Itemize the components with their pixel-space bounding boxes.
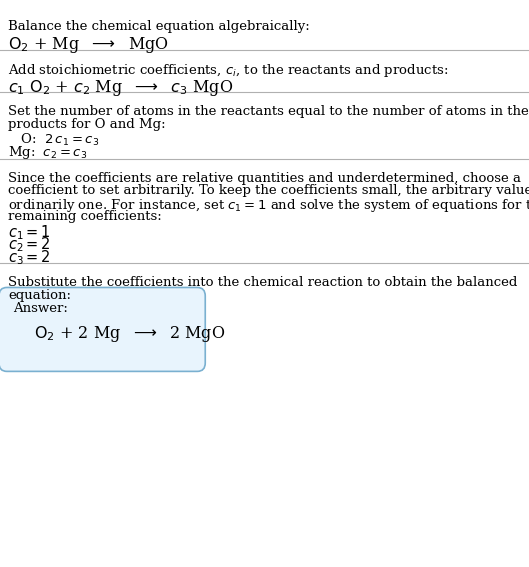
Text: O:  $2\,c_1 = c_3$: O: $2\,c_1 = c_3$ — [8, 132, 99, 147]
Text: Mg:  $c_2 = c_3$: Mg: $c_2 = c_3$ — [8, 144, 87, 161]
Text: $c_3 = 2$: $c_3 = 2$ — [8, 248, 51, 267]
FancyBboxPatch shape — [0, 287, 205, 371]
Text: Balance the chemical equation algebraically:: Balance the chemical equation algebraica… — [8, 20, 309, 33]
Text: Substitute the coefficients into the chemical reaction to obtain the balanced: Substitute the coefficients into the che… — [8, 276, 517, 289]
Text: $c_2 = 2$: $c_2 = 2$ — [8, 235, 51, 254]
Text: equation:: equation: — [8, 289, 71, 302]
Text: Since the coefficients are relative quantities and underdetermined, choose a: Since the coefficients are relative quan… — [8, 172, 521, 185]
Text: products for O and Mg:: products for O and Mg: — [8, 118, 166, 131]
Text: Add stoichiometric coefficients, $c_i$, to the reactants and products:: Add stoichiometric coefficients, $c_i$, … — [8, 62, 448, 79]
Text: Set the number of atoms in the reactants equal to the number of atoms in the: Set the number of atoms in the reactants… — [8, 105, 528, 118]
Text: $\mathrm{O_2}$ + Mg  $\longrightarrow$  MgO: $\mathrm{O_2}$ + Mg $\longrightarrow$ Mg… — [8, 35, 169, 55]
Text: $c_1 = 1$: $c_1 = 1$ — [8, 223, 51, 242]
Text: $\mathrm{O_2}$ + 2 Mg  $\longrightarrow$  2 MgO: $\mathrm{O_2}$ + 2 Mg $\longrightarrow$ … — [34, 324, 226, 344]
Text: ordinarily one. For instance, set $c_1 = 1$ and solve the system of equations fo: ordinarily one. For instance, set $c_1 =… — [8, 197, 529, 214]
Text: Answer:: Answer: — [13, 302, 68, 315]
Text: coefficient to set arbitrarily. To keep the coefficients small, the arbitrary va: coefficient to set arbitrarily. To keep … — [8, 184, 529, 197]
Text: remaining coefficients:: remaining coefficients: — [8, 210, 162, 223]
Text: $c_1$ $\mathrm{O_2}$ + $c_2$ Mg  $\longrightarrow$  $c_3$ MgO: $c_1$ $\mathrm{O_2}$ + $c_2$ Mg $\longri… — [8, 78, 233, 98]
